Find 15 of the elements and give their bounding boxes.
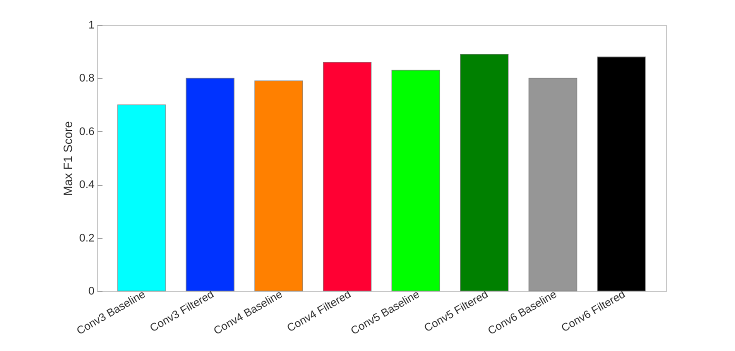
y-tick-label: 0.8: [79, 72, 94, 85]
y-tick-label: 0.6: [79, 126, 94, 138]
bar: [254, 80, 303, 292]
y-tick-label: 0: [88, 286, 94, 298]
bar: [528, 78, 578, 292]
y-tick-label: 1: [88, 20, 94, 32]
y-tick-label: 0.2: [79, 232, 94, 244]
y-axis-title: Max F1 Score: [61, 120, 76, 196]
bar: [597, 56, 646, 292]
bar: [460, 54, 509, 292]
bar: [322, 62, 372, 292]
bar: [391, 70, 440, 292]
bar: [186, 78, 234, 292]
bar: [117, 104, 166, 292]
y-tick-label: 0.4: [79, 179, 94, 192]
